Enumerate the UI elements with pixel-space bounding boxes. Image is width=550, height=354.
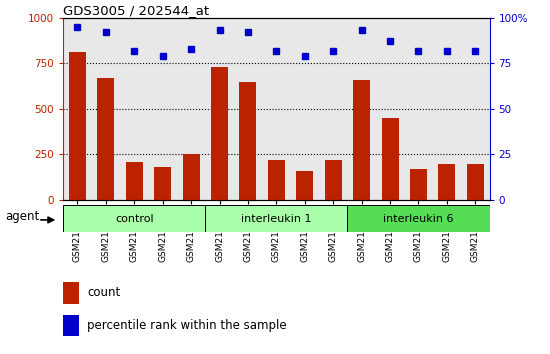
Bar — [438, 165, 455, 200]
Text: agent: agent — [5, 210, 39, 223]
Bar — [63, 282, 79, 304]
Bar — [353, 80, 370, 200]
Bar — [126, 162, 143, 200]
Text: control: control — [115, 213, 153, 224]
Bar — [211, 67, 228, 200]
Bar — [63, 315, 79, 336]
Bar — [382, 118, 399, 200]
Bar — [268, 160, 285, 200]
Bar — [324, 160, 342, 200]
Bar — [348, 205, 490, 232]
Text: interleukin 1: interleukin 1 — [241, 213, 312, 224]
Text: count: count — [87, 286, 120, 299]
Bar — [410, 169, 427, 200]
Text: interleukin 6: interleukin 6 — [383, 213, 454, 224]
Text: GDS3005 / 202544_at: GDS3005 / 202544_at — [63, 4, 210, 17]
Text: percentile rank within the sample: percentile rank within the sample — [87, 319, 287, 332]
Bar — [239, 81, 256, 200]
Bar — [296, 171, 314, 200]
Bar — [69, 52, 86, 200]
Bar — [183, 154, 200, 200]
Bar — [63, 205, 205, 232]
Bar — [154, 167, 171, 200]
Bar — [97, 78, 114, 200]
Bar — [205, 205, 348, 232]
Bar — [467, 164, 484, 200]
